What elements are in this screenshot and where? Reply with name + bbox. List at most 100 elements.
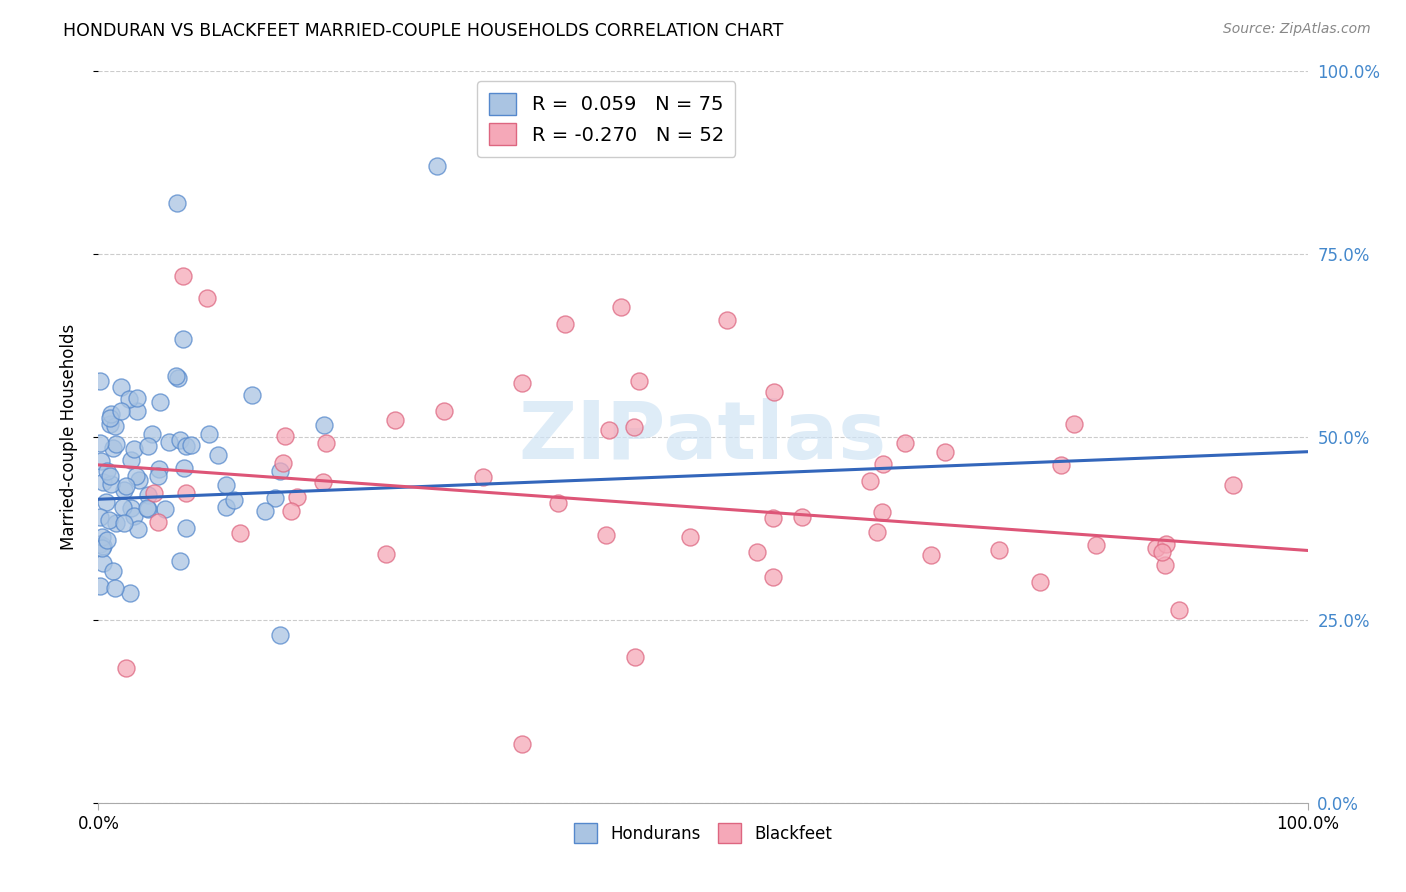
Point — [172, 269, 194, 284]
Point — [314, 418, 336, 433]
Point — [1154, 537, 1177, 551]
Point — [174, 486, 197, 500]
Point — [100, 407, 122, 421]
Point — [679, 530, 702, 544]
Point — [89, 537, 111, 551]
Point — [859, 474, 882, 488]
Point — [148, 516, 170, 530]
Point — [269, 464, 291, 478]
Point — [91, 541, 114, 556]
Point — [1168, 603, 1191, 617]
Text: Source: ZipAtlas.com: Source: ZipAtlas.com — [1223, 22, 1371, 37]
Point — [127, 523, 149, 537]
Point — [512, 376, 534, 391]
Point — [167, 371, 190, 385]
Point — [274, 428, 297, 442]
Point — [315, 435, 337, 450]
Point — [118, 585, 141, 599]
Point — [169, 433, 191, 447]
Point — [1150, 545, 1173, 559]
Point — [254, 503, 277, 517]
Point — [112, 516, 135, 530]
Point — [89, 374, 111, 388]
Point — [146, 469, 169, 483]
Point — [716, 313, 738, 327]
Point — [198, 426, 221, 441]
Point — [169, 554, 191, 568]
Point — [624, 650, 647, 665]
Point — [263, 491, 285, 505]
Point — [312, 475, 335, 489]
Point — [934, 445, 956, 459]
Point — [98, 417, 121, 431]
Point — [384, 412, 406, 426]
Point — [127, 403, 149, 417]
Point — [870, 506, 893, 520]
Point — [100, 476, 122, 491]
Point — [118, 392, 141, 407]
Point — [104, 581, 127, 595]
Point — [610, 301, 633, 315]
Point — [866, 525, 889, 540]
Point — [174, 438, 197, 452]
Point — [96, 464, 118, 478]
Point — [103, 564, 125, 578]
Point — [166, 196, 188, 211]
Point — [110, 403, 132, 417]
Point — [872, 457, 894, 471]
Point — [125, 392, 148, 406]
Point — [988, 543, 1011, 558]
Point — [98, 468, 121, 483]
Point — [1154, 558, 1177, 572]
Point — [207, 448, 229, 462]
Text: HONDURAN VS BLACKFEET MARRIED-COUPLE HOUSEHOLDS CORRELATION CHART: HONDURAN VS BLACKFEET MARRIED-COUPLE HOU… — [63, 22, 783, 40]
Point — [143, 486, 166, 500]
Point — [1050, 458, 1073, 472]
Point — [136, 439, 159, 453]
Point — [93, 556, 115, 570]
Point — [98, 513, 121, 527]
Point — [894, 436, 917, 450]
Point — [792, 510, 814, 524]
Point — [623, 419, 645, 434]
Point — [141, 427, 163, 442]
Point — [112, 483, 135, 497]
Point — [120, 452, 142, 467]
Text: ZIPatlas: ZIPatlas — [519, 398, 887, 476]
Point — [89, 510, 111, 524]
Point — [101, 442, 124, 456]
Point — [280, 504, 302, 518]
Point — [91, 530, 114, 544]
Point — [222, 492, 245, 507]
Point — [229, 525, 252, 540]
Point — [91, 539, 114, 553]
Point — [269, 627, 291, 641]
Point — [762, 570, 785, 584]
Point — [153, 502, 176, 516]
Point — [173, 461, 195, 475]
Point — [124, 442, 146, 456]
Point — [159, 434, 181, 449]
Point — [920, 548, 942, 562]
Point — [547, 496, 569, 510]
Point — [91, 475, 114, 490]
Point — [176, 521, 198, 535]
Point — [510, 737, 533, 751]
Point — [215, 500, 238, 514]
Point — [240, 388, 263, 402]
Point — [136, 502, 159, 516]
Point — [104, 516, 127, 530]
Point — [433, 404, 456, 418]
Point — [98, 411, 121, 425]
Point — [115, 661, 138, 675]
Point — [124, 508, 146, 523]
Point — [111, 500, 134, 514]
Point — [180, 438, 202, 452]
Point — [554, 318, 576, 332]
Point — [90, 454, 112, 468]
Point — [172, 332, 194, 346]
Point — [472, 469, 495, 483]
Point — [96, 533, 118, 548]
Point — [1085, 538, 1108, 552]
Point — [215, 478, 238, 492]
